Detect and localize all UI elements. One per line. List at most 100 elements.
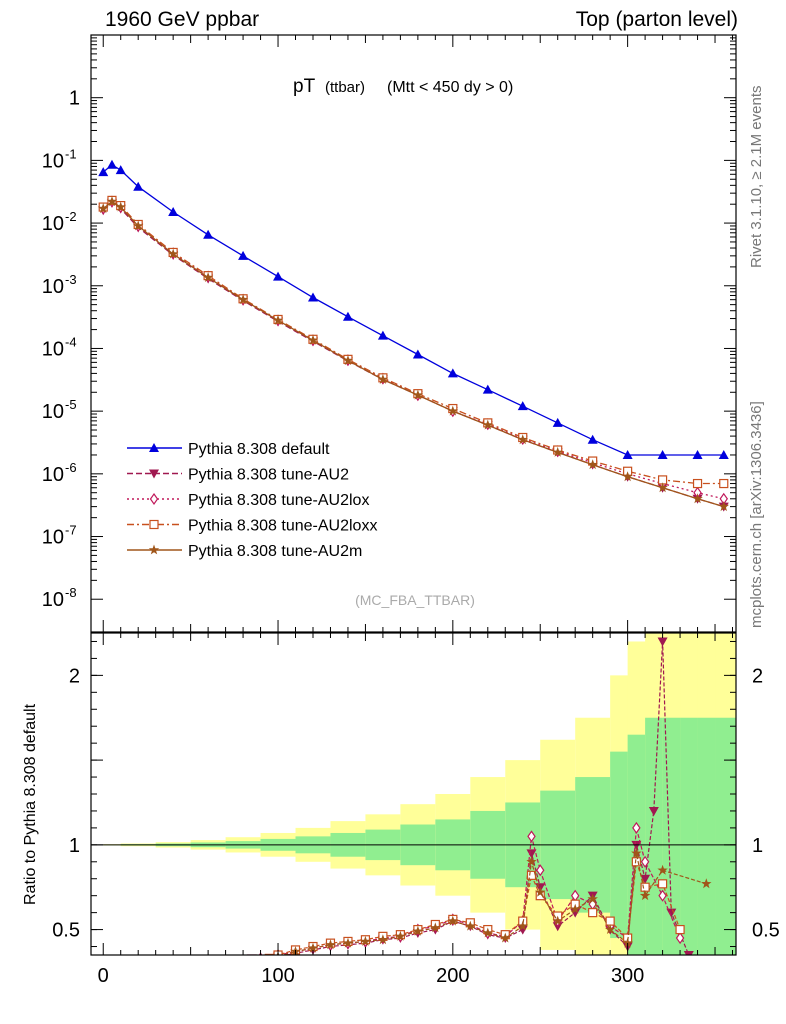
point-default-6 [238, 250, 249, 260]
point-default-9 [342, 311, 353, 321]
point-default-7 [273, 271, 284, 281]
axis-tick-labels: 110 -110 -210 -310 -410 -510 -610 -710 -80 100 200… [42, 88, 780, 987]
ratio-point-AU2-16 [526, 849, 537, 859]
ytick-label-exp-1: -1 [65, 146, 77, 161]
point-AU2m-18 [657, 482, 668, 493]
ytick-label-exp-8: -8 [65, 585, 77, 600]
point-AU2m-5 [202, 272, 214, 282]
legend-marker-AU2 [149, 469, 159, 479]
ytick-label-base-2: 10 [42, 213, 64, 235]
ratio-point-AU2lox-26 [675, 932, 685, 945]
point-default-0 [98, 167, 109, 177]
point-default-20 [718, 449, 729, 459]
ytick-label-exp-2: -2 [65, 209, 77, 224]
point-AU2m-7 [272, 314, 284, 325]
legend-marker-AU2loxx [149, 519, 159, 530]
ratio-point-AU2m-24 [639, 890, 651, 901]
ratio-point-AU2m-14 [500, 932, 511, 943]
ratio-point-AU2lox-24 [640, 855, 650, 868]
ratio-ytick-label-0: 0.5 [52, 920, 80, 942]
axis-ticks [91, 35, 736, 955]
ratio-point-AU2m-4 [325, 939, 336, 950]
point-AU2m-16 [587, 459, 598, 470]
ytick-label-exp-7: -7 [65, 523, 77, 538]
ratio-plot-series [246, 637, 712, 955]
ratio-point-AU2-28 [683, 951, 694, 955]
ratio-point-AU2-0 [246, 954, 257, 955]
point-AU2m-12 [447, 405, 459, 416]
ytick-label-base-6: 10 [42, 464, 64, 486]
point-default-19 [692, 449, 703, 459]
ratio-point-AU2m-23 [631, 847, 642, 858]
ratio-point-AU2m-22 [622, 937, 633, 948]
point-AU2m-19 [692, 493, 703, 504]
ytick-label-exp-3: -3 [65, 272, 77, 287]
ratio-ytick-label-1: 1 [69, 835, 80, 857]
ratio-ytick-label-r-0: 0.5 [752, 920, 780, 942]
legend-label-AU2: Pythia 8.308 tune-AU2 [188, 467, 349, 484]
point-default-11 [412, 349, 423, 359]
point-AU2m-9 [342, 355, 354, 366]
ratio-point-AU2m-7 [377, 934, 389, 945]
point-default-16 [587, 434, 598, 444]
ytick-label-base-1: 10 [42, 150, 64, 172]
legend-label-default: Pythia 8.308 default [188, 441, 330, 458]
ratio-point-AU2lox-23 [632, 821, 641, 834]
ratio-point-AU2m-16 [526, 856, 537, 867]
header-process-label: Top (parton level) [575, 8, 738, 31]
series-line-AU2 [102, 202, 724, 508]
ratio-point-AU2m-17 [535, 886, 546, 897]
ytick-label-base-5: 10 [42, 401, 64, 423]
point-default-3 [133, 181, 144, 191]
point-default-14 [517, 401, 528, 411]
xtick-label-0: 0 [98, 965, 109, 987]
point-AU2loxx-19 [692, 478, 703, 489]
point-AU2m-8 [307, 334, 319, 345]
ratio-point-AU2lox-16 [527, 830, 536, 843]
point-default-10 [377, 330, 388, 340]
ratio-point-AU2loxx-25 [657, 879, 668, 889]
ratio-point-AU2m-20 [587, 893, 598, 904]
point-default-12 [447, 368, 458, 378]
legend-label-AU2lox: Pythia 8.308 tune-AU2lox [188, 492, 369, 509]
xtick-label-3: 300 [611, 965, 644, 987]
ratio-point-AU2m-10 [430, 922, 441, 933]
ratio-point-AU2-27 [666, 908, 677, 918]
point-default-13 [482, 384, 493, 394]
legend-label-AU2m: Pythia 8.308 tune-AU2m [188, 543, 362, 560]
legend: Pythia 8.308 default Pythia 8.308 tune-AU… [127, 441, 377, 560]
ratio-point-AU2m-26 [701, 878, 712, 889]
ratio-point-AU2-26 [657, 637, 668, 647]
ytick-label-base-7: 10 [42, 527, 64, 549]
point-AU2m-4 [167, 248, 179, 259]
ratio-point-AU2loxx-23 [631, 857, 641, 867]
ytick-label-exp-5: -5 [65, 397, 77, 412]
ytick-label-0: 1 [69, 88, 80, 110]
point-default-18 [657, 449, 668, 459]
ratio-uncertainty-bands [103, 633, 736, 955]
ratio-point-AU2m-13 [482, 927, 493, 938]
ytick-label-base-3: 10 [42, 276, 64, 298]
ratio-point-AU2m-12 [465, 920, 476, 931]
legend-marker-AU2m [148, 544, 160, 555]
ytick-label-exp-6: -6 [65, 460, 77, 475]
ratio-ytick-label-r-1: 1 [752, 835, 763, 857]
series-line-AU2m [102, 200, 724, 508]
series-line-default [102, 164, 724, 456]
ratio-y-axis-label: Ratio to Pythia 8.308 default [22, 703, 39, 905]
ratio-point-AU2loxx-20 [588, 908, 598, 918]
point-AU2m-13 [482, 419, 493, 430]
point-default-5 [203, 229, 214, 239]
xtick-label-2: 200 [436, 965, 469, 987]
ratio-ytick-label-2: 2 [69, 665, 80, 687]
main-plot-series [98, 159, 729, 512]
ratio-point-AU2m-15 [517, 920, 528, 931]
ratio-point-AU2m-6 [360, 935, 371, 946]
ratio-point-AU2-25 [648, 806, 659, 816]
point-AU2m-14 [517, 434, 528, 445]
ratio-point-AU2m-19 [570, 903, 581, 914]
ratio-point-AU2-15 [517, 925, 528, 935]
point-default-17 [622, 449, 633, 459]
point-AU2m-2 [115, 201, 126, 212]
